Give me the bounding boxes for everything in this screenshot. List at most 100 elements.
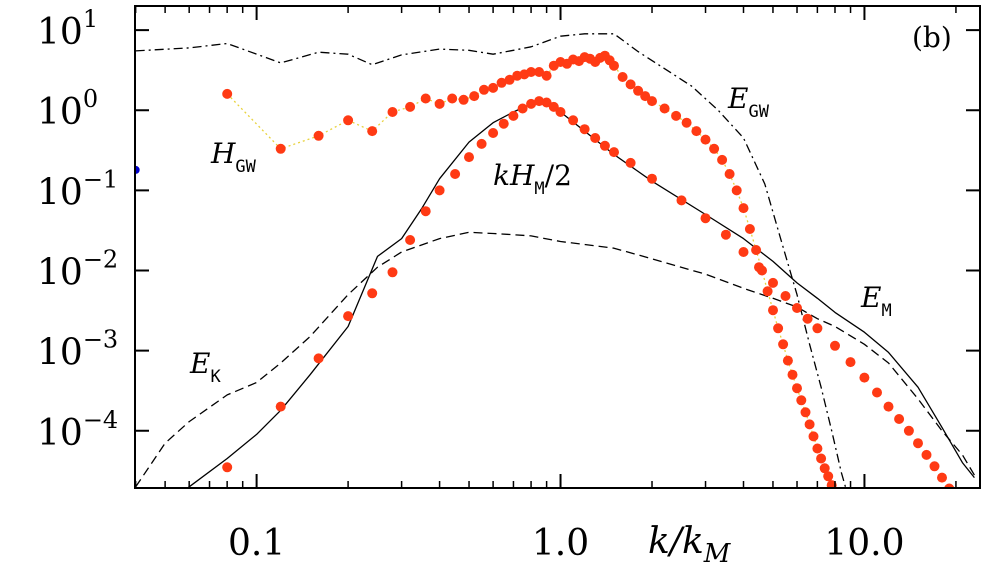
series-e-k bbox=[135, 231, 975, 488]
data-point-kh-m-2-38 bbox=[830, 340, 840, 351]
data-point-kh-m-2-40 bbox=[859, 372, 870, 383]
series-layer bbox=[135, 33, 975, 488]
data-point-h-gw-4 bbox=[367, 126, 378, 137]
data-point-kh-m-2-13 bbox=[498, 118, 509, 129]
data-point-kh-m-2-3 bbox=[343, 311, 354, 322]
data-point-h-gw-58 bbox=[796, 395, 807, 406]
data-point-kh-m-2-39 bbox=[845, 357, 856, 368]
data-point-kh-m-2-21 bbox=[568, 115, 579, 126]
data-point-h-gw-1 bbox=[275, 143, 286, 154]
labels-layer: 0.1 1.0 10.0 101 100 10−1 10−2 10−3 10−4 bbox=[37, 5, 905, 564]
annotation-e-gw: EGW bbox=[727, 82, 770, 122]
data-point-h-gw-3 bbox=[343, 115, 354, 126]
data-point-h-gw-63 bbox=[816, 453, 827, 464]
data-point-kh-m-2-49 bbox=[944, 483, 955, 488]
x-axis-title: k/kM bbox=[648, 521, 732, 569]
panel-label: (b) bbox=[912, 21, 952, 54]
data-point-kh-m-2-25 bbox=[609, 147, 619, 158]
plot-frame bbox=[134, 5, 981, 489]
data-point-h-gw-66 bbox=[826, 480, 837, 488]
data-point-h-gw-20 bbox=[541, 70, 552, 81]
data-point-h-gw-15 bbox=[504, 74, 515, 85]
annotation-h-gw: HGW bbox=[210, 137, 257, 177]
data-point-kh-m-2-27 bbox=[647, 173, 657, 184]
data-point-h-gw-57 bbox=[792, 383, 802, 394]
data-point-kh-m-2-7 bbox=[420, 206, 431, 217]
data-point-h-gw-51 bbox=[762, 286, 773, 297]
x-tick-label-1: 1.0 bbox=[532, 523, 589, 564]
data-point-kh-m-2-29 bbox=[700, 213, 711, 224]
data-point-kh-m-2-23 bbox=[590, 133, 601, 143]
data-point-h-gw-52 bbox=[768, 305, 778, 316]
data-point-h-gw-10 bbox=[458, 94, 469, 105]
data-point-kh-m-2-12 bbox=[488, 128, 499, 138]
series-line-e-gw bbox=[135, 33, 847, 488]
ticks-layer bbox=[134, 6, 980, 488]
series-line-h-gw bbox=[226, 54, 834, 488]
data-point-series-5-0 bbox=[135, 165, 140, 174]
data-point-kh-m-2-28 bbox=[676, 195, 687, 206]
data-point-kh-m-2-11 bbox=[476, 138, 487, 149]
data-point-h-gw-42 bbox=[700, 134, 711, 145]
data-point-kh-m-2-14 bbox=[508, 110, 519, 121]
data-point-kh-m-2-17 bbox=[534, 96, 545, 107]
data-point-kh-m-2-48 bbox=[937, 472, 947, 483]
x-tick-label-2: 10.0 bbox=[824, 523, 904, 564]
y-tick-label-4: 10−3 bbox=[37, 326, 118, 374]
data-point-h-gw-32 bbox=[609, 60, 619, 71]
data-point-kh-m-2-41 bbox=[872, 387, 882, 398]
data-point-kh-m-2-5 bbox=[387, 267, 398, 278]
data-point-kh-m-2-43 bbox=[894, 414, 905, 424]
data-point-kh-m-2-18 bbox=[541, 97, 552, 108]
data-point-kh-m-2-32 bbox=[754, 262, 764, 273]
data-point-h-gw-54 bbox=[778, 339, 789, 350]
data-point-h-gw-62 bbox=[812, 443, 823, 454]
data-point-h-gw-53 bbox=[773, 323, 784, 334]
data-point-h-gw-49 bbox=[751, 245, 762, 255]
data-point-kh-m-2-0 bbox=[222, 462, 233, 473]
data-point-h-gw-44 bbox=[717, 154, 728, 165]
data-point-h-gw-59 bbox=[800, 407, 811, 418]
data-point-kh-m-2-15 bbox=[517, 103, 528, 114]
data-point-kh-m-2-34 bbox=[780, 291, 791, 301]
data-point-kh-m-2-1 bbox=[275, 401, 286, 412]
data-point-kh-m-2-8 bbox=[434, 185, 445, 196]
data-point-kh-m-2-4 bbox=[367, 288, 378, 299]
x-axis-title-sub: M bbox=[703, 539, 732, 569]
data-point-kh-m-2-30 bbox=[720, 229, 731, 240]
series-h-gw bbox=[222, 50, 838, 488]
data-point-h-gw-13 bbox=[488, 82, 499, 93]
series-series-5 bbox=[135, 165, 140, 174]
x-axis-title-main: k/k bbox=[648, 521, 704, 562]
y-tick-label-2: 10−1 bbox=[37, 165, 118, 213]
annotation-e-m: EM bbox=[860, 281, 892, 321]
data-point-h-gw-39 bbox=[671, 110, 682, 121]
data-point-kh-m-2-16 bbox=[526, 98, 537, 109]
data-point-h-gw-0 bbox=[222, 88, 233, 99]
data-point-kh-m-2-44 bbox=[903, 425, 914, 436]
data-point-h-gw-14 bbox=[496, 77, 507, 88]
data-point-kh-m-2-2 bbox=[313, 353, 324, 364]
data-point-h-gw-43 bbox=[709, 143, 720, 154]
data-point-h-gw-5 bbox=[387, 107, 398, 117]
data-point-kh-m-2-35 bbox=[792, 303, 802, 313]
annotation-e-k: EK bbox=[189, 347, 221, 387]
data-point-h-gw-35 bbox=[633, 85, 644, 96]
data-point-kh-m-2-26 bbox=[625, 157, 636, 168]
y-tick-label-1: 100 bbox=[37, 85, 98, 133]
data-point-h-gw-46 bbox=[731, 185, 742, 196]
data-point-kh-m-2-10 bbox=[464, 152, 474, 163]
data-point-h-gw-47 bbox=[738, 203, 749, 214]
data-point-kh-m-2-20 bbox=[555, 107, 566, 117]
data-point-h-gw-55 bbox=[782, 355, 793, 366]
data-point-h-gw-6 bbox=[405, 101, 416, 112]
data-point-h-gw-19 bbox=[534, 67, 545, 77]
data-point-kh-m-2-22 bbox=[579, 124, 590, 135]
data-point-kh-m-2-31 bbox=[738, 247, 749, 257]
data-point-kh-m-2-36 bbox=[802, 313, 813, 324]
data-point-h-gw-48 bbox=[744, 224, 755, 234]
data-point-kh-m-2-47 bbox=[929, 461, 940, 472]
data-point-h-gw-65 bbox=[823, 471, 834, 482]
annotation-khm: kHM/2 bbox=[493, 159, 572, 199]
